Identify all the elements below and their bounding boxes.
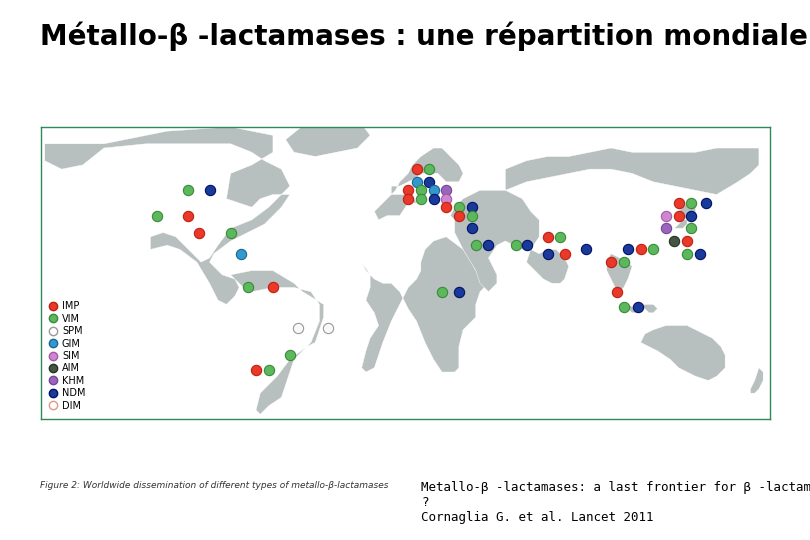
Point xyxy=(668,237,681,245)
Point xyxy=(647,245,660,254)
Point xyxy=(684,199,697,207)
Polygon shape xyxy=(450,148,759,292)
Point xyxy=(423,178,436,186)
Point xyxy=(410,165,423,173)
Polygon shape xyxy=(231,271,324,414)
Point xyxy=(182,186,195,194)
Point xyxy=(465,203,478,212)
Point xyxy=(469,241,482,249)
Point xyxy=(632,302,645,311)
Point xyxy=(453,287,466,296)
Point xyxy=(680,249,693,258)
Polygon shape xyxy=(607,254,632,292)
Point xyxy=(672,211,685,220)
Point xyxy=(693,249,706,258)
Point xyxy=(579,245,592,254)
Point xyxy=(482,241,495,249)
Polygon shape xyxy=(675,203,696,220)
Polygon shape xyxy=(374,148,463,220)
Legend: IMP, VIM, SPM, GIM, SIM, AIM, KHM, NDM, DIM: IMP, VIM, SPM, GIM, SIM, AIM, KHM, NDM, … xyxy=(45,299,88,414)
Polygon shape xyxy=(362,237,492,372)
Point xyxy=(684,224,697,233)
Polygon shape xyxy=(526,249,569,284)
Polygon shape xyxy=(641,326,725,381)
Point xyxy=(541,249,554,258)
Point xyxy=(617,258,630,266)
Point xyxy=(182,211,195,220)
Point xyxy=(150,211,163,220)
Point xyxy=(436,287,449,296)
Polygon shape xyxy=(286,118,370,157)
Polygon shape xyxy=(675,220,687,228)
Point xyxy=(224,228,237,237)
Point xyxy=(604,258,617,266)
Point xyxy=(415,186,428,194)
Point xyxy=(453,203,466,212)
Point xyxy=(427,186,440,194)
Point xyxy=(415,194,428,203)
Point xyxy=(621,245,634,254)
Polygon shape xyxy=(45,127,290,305)
Point xyxy=(672,199,685,207)
Point xyxy=(423,165,436,173)
Polygon shape xyxy=(620,305,658,313)
Point xyxy=(440,186,453,194)
Point xyxy=(617,302,630,311)
Point xyxy=(262,366,275,374)
Point xyxy=(241,283,254,292)
Point xyxy=(402,194,415,203)
Point xyxy=(541,232,554,241)
Point xyxy=(402,186,415,194)
Point xyxy=(203,186,216,194)
Point xyxy=(193,228,206,237)
Point xyxy=(453,211,466,220)
Point xyxy=(611,287,624,296)
Point xyxy=(249,366,262,374)
Point xyxy=(465,211,478,220)
Polygon shape xyxy=(751,368,763,393)
Point xyxy=(558,249,571,258)
Point xyxy=(266,283,279,292)
Point xyxy=(659,211,672,220)
Point xyxy=(634,245,647,254)
Point xyxy=(440,194,453,203)
Point xyxy=(465,224,478,233)
Point xyxy=(554,232,567,241)
Point xyxy=(284,351,296,360)
Point xyxy=(684,211,697,220)
Point xyxy=(659,224,672,233)
Text: Métallo-β -lactamases : une répartition mondiale: Métallo-β -lactamases : une répartition … xyxy=(40,22,808,51)
Point xyxy=(440,203,453,212)
Point xyxy=(680,237,693,245)
Point xyxy=(235,249,248,258)
Point xyxy=(509,241,522,249)
Point xyxy=(700,199,713,207)
Point xyxy=(520,241,533,249)
Point xyxy=(427,194,440,203)
Point xyxy=(292,323,305,332)
Point xyxy=(410,178,423,186)
Text: Metallo-β -lactamases: a last frontier for β -lactams
?
Cornaglia G. et al. Lanc: Metallo-β -lactamases: a last frontier f… xyxy=(421,481,810,524)
Point xyxy=(322,323,335,332)
Text: Figure 2: Worldwide dissemination of different types of metallo-β-lactamases: Figure 2: Worldwide dissemination of dif… xyxy=(40,481,389,490)
